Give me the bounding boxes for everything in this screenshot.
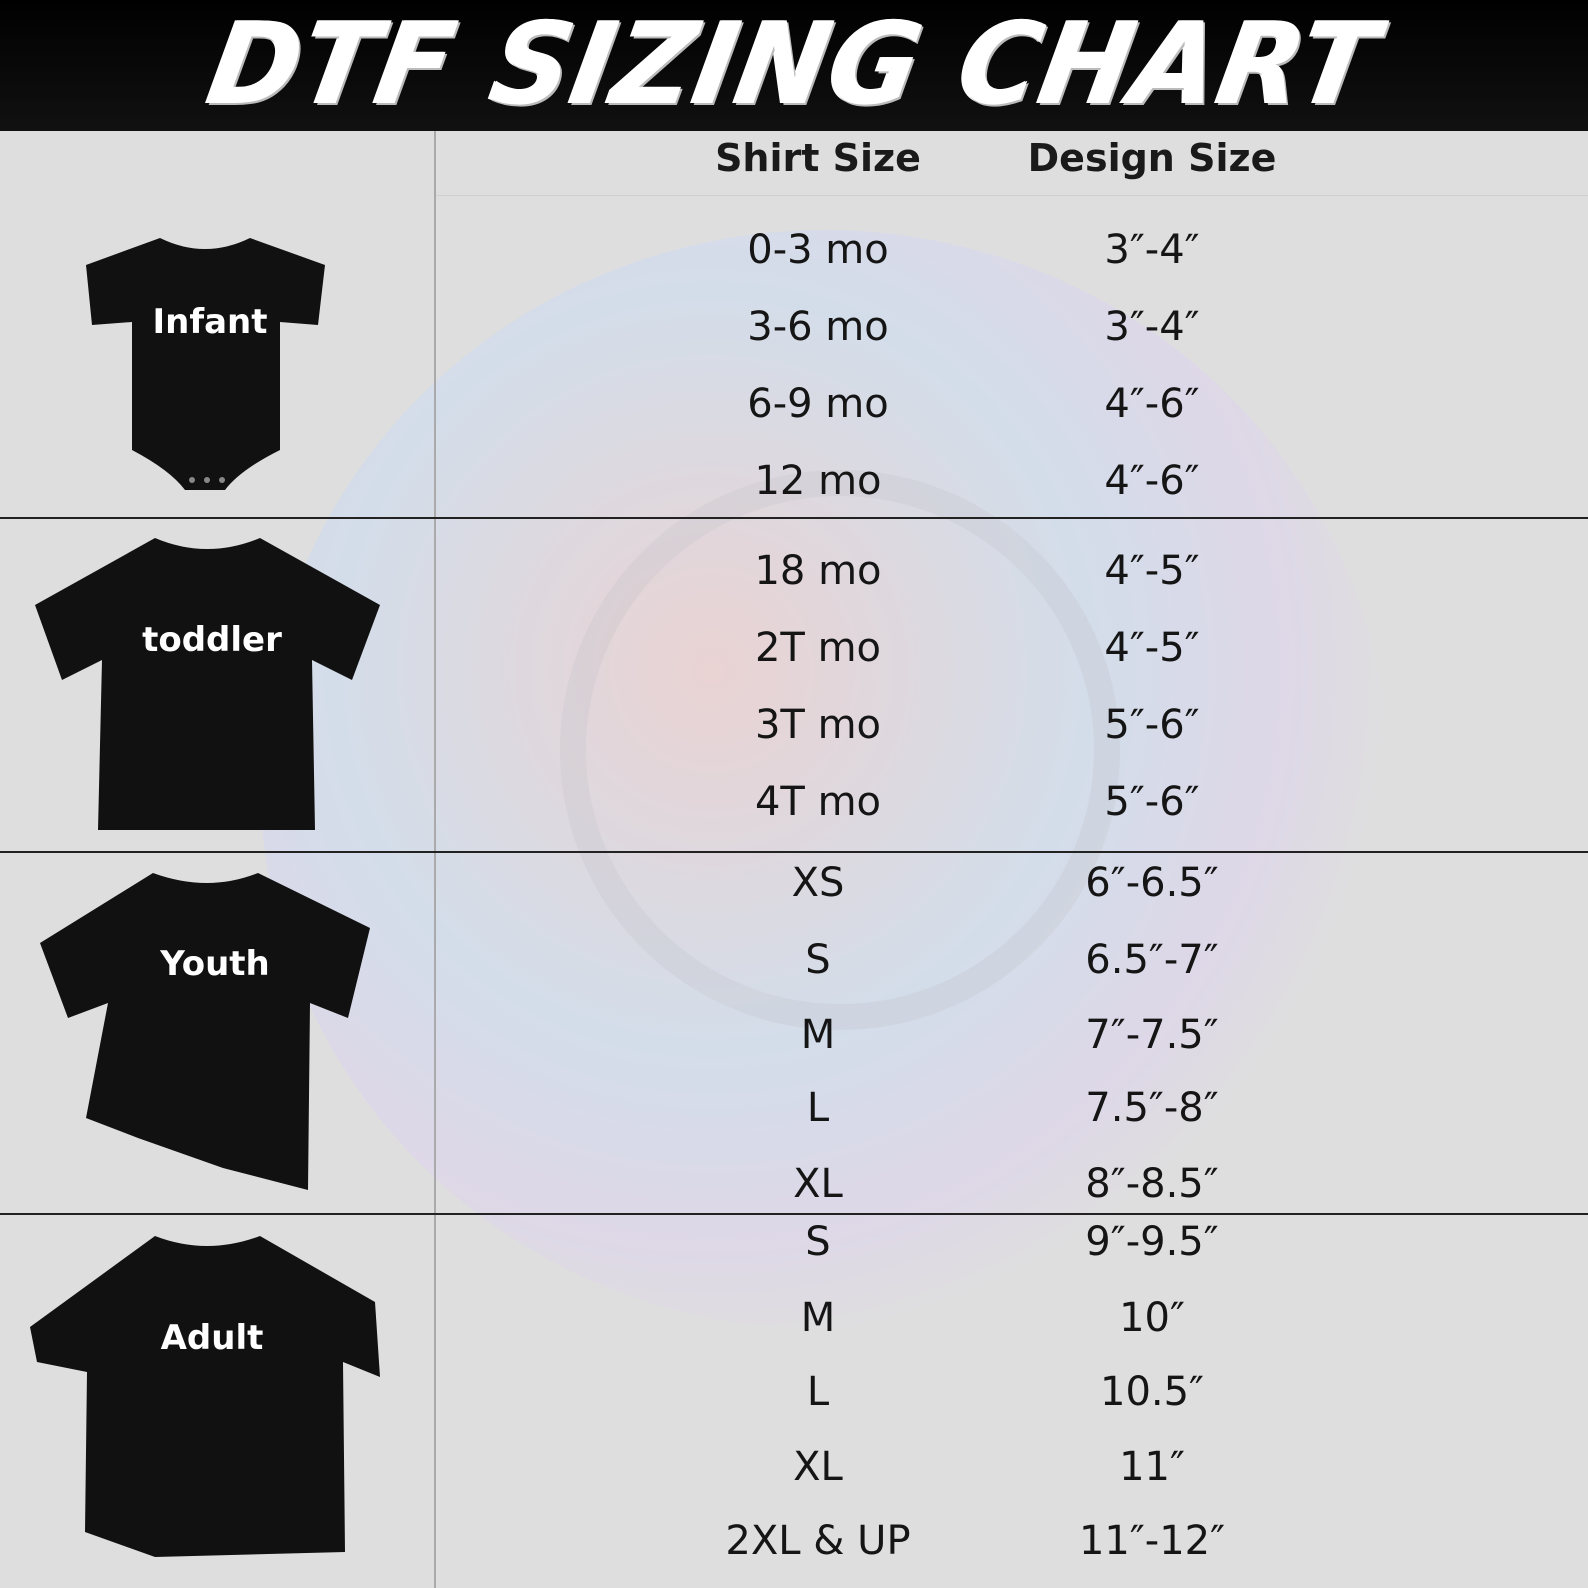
shirt-size-cell: 4T mo [754, 779, 882, 825]
design-size-cell: 6″-6.5″ [1085, 860, 1219, 906]
shirt-size-cell: S [805, 1219, 831, 1265]
design-size-cell: 3″-4″ [1104, 227, 1200, 273]
onesie-icon [86, 238, 325, 490]
design-size-cell: 9″-9.5″ [1085, 1219, 1219, 1265]
shirt-size-cell: 12 mo [754, 458, 882, 504]
column-divider [434, 131, 436, 1588]
shirt-size-cell: M [800, 1012, 836, 1058]
shirt-size-cell: 3-6 mo [747, 304, 889, 350]
section-divider [0, 1213, 1588, 1215]
section-divider [0, 517, 1588, 519]
design-size-cell: 4″-5″ [1104, 625, 1200, 671]
design-size-cell: 8″-8.5″ [1085, 1161, 1219, 1207]
design-size-cell: 10″ [1119, 1295, 1185, 1341]
design-size-cell: 11″-12″ [1078, 1518, 1226, 1564]
toddler-shirt-icon [35, 538, 380, 830]
category-label-youth: Youth [160, 944, 270, 984]
design-size-cell: 7.5″-8″ [1085, 1085, 1219, 1131]
youth-shirt-icon [40, 873, 370, 1190]
design-size-cell: 4″-5″ [1104, 548, 1200, 594]
shirt-size-header: Shirt Size [715, 136, 921, 180]
chart-title: DTF SIZING CHART [199, 0, 1389, 131]
shirt-size-cell: L [806, 1085, 830, 1131]
section-divider [0, 851, 1588, 853]
category-label-adult: Adult [160, 1318, 264, 1358]
category-label-infant: Infant [152, 302, 268, 342]
shirt-size-cell: 3T mo [754, 702, 882, 748]
shirt-size-cell: M [800, 1295, 836, 1341]
design-size-cell: 6.5″-7″ [1085, 937, 1219, 983]
shirt-size-cell: 0-3 mo [747, 227, 889, 273]
design-size-cell: 4″-6″ [1104, 458, 1200, 504]
title-banner: DTF SIZING CHART [0, 0, 1588, 131]
category-label-toddler: toddler [142, 620, 282, 660]
shirt-size-cell: XS [791, 860, 845, 906]
shirt-size-cell: XL [793, 1444, 843, 1490]
design-size-cell: 3″-4″ [1104, 304, 1200, 350]
shirt-size-cell: 2T mo [754, 625, 882, 671]
shirt-size-cell: 18 mo [754, 548, 882, 594]
shirt-size-cell: 6-9 mo [747, 381, 889, 427]
design-size-cell: 4″-6″ [1104, 381, 1200, 427]
header-divider [436, 195, 1588, 196]
design-size-cell: 5″-6″ [1104, 702, 1200, 748]
shirt-size-cell: 2XL & UP [725, 1518, 911, 1564]
adult-shirt-icon [30, 1236, 380, 1557]
design-size-cell: 11″ [1119, 1444, 1185, 1490]
design-size-cell: 7″-7.5″ [1085, 1012, 1219, 1058]
design-size-header: Design Size [1027, 136, 1277, 180]
design-size-cell: 10.5″ [1099, 1369, 1205, 1415]
shirt-size-cell: L [806, 1369, 830, 1415]
shirt-size-cell: XL [793, 1161, 843, 1207]
shirt-size-cell: S [805, 937, 831, 983]
design-size-cell: 5″-6″ [1104, 779, 1200, 825]
